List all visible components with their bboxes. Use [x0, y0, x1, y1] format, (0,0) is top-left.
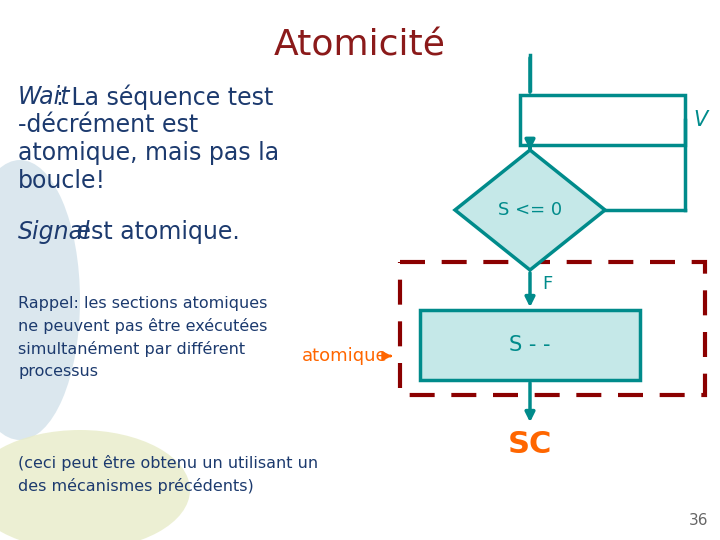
Text: boucle!: boucle! — [18, 169, 106, 193]
Ellipse shape — [0, 430, 190, 540]
Text: (ceci peut être obtenu un utilisant un
des mécanismes précédents): (ceci peut être obtenu un utilisant un d… — [18, 455, 318, 494]
Bar — [520, 95, 685, 145]
Text: est atomique.: est atomique. — [69, 220, 240, 244]
Text: Wait: Wait — [18, 85, 71, 109]
Text: : La séquence test: : La séquence test — [56, 85, 274, 111]
Polygon shape — [455, 150, 605, 270]
Text: V: V — [693, 110, 707, 130]
Text: Rappel: les sections atomiques
ne peuvent pas être exécutées
simultanément par d: Rappel: les sections atomiques ne peuven… — [18, 296, 267, 379]
Text: S <= 0: S <= 0 — [498, 201, 562, 219]
Ellipse shape — [0, 160, 80, 440]
Text: -décrément est: -décrément est — [18, 113, 198, 137]
Bar — [420, 310, 640, 380]
Text: SC: SC — [508, 430, 552, 459]
Text: S - -: S - - — [509, 335, 551, 355]
Text: 36: 36 — [688, 513, 708, 528]
Text: F: F — [542, 275, 552, 293]
Text: Atomicité: Atomicité — [274, 28, 446, 62]
Text: atomique, mais pas la: atomique, mais pas la — [18, 141, 279, 165]
Text: Signal: Signal — [18, 220, 91, 244]
Text: atomique: atomique — [302, 347, 391, 365]
Bar — [400, 262, 705, 395]
